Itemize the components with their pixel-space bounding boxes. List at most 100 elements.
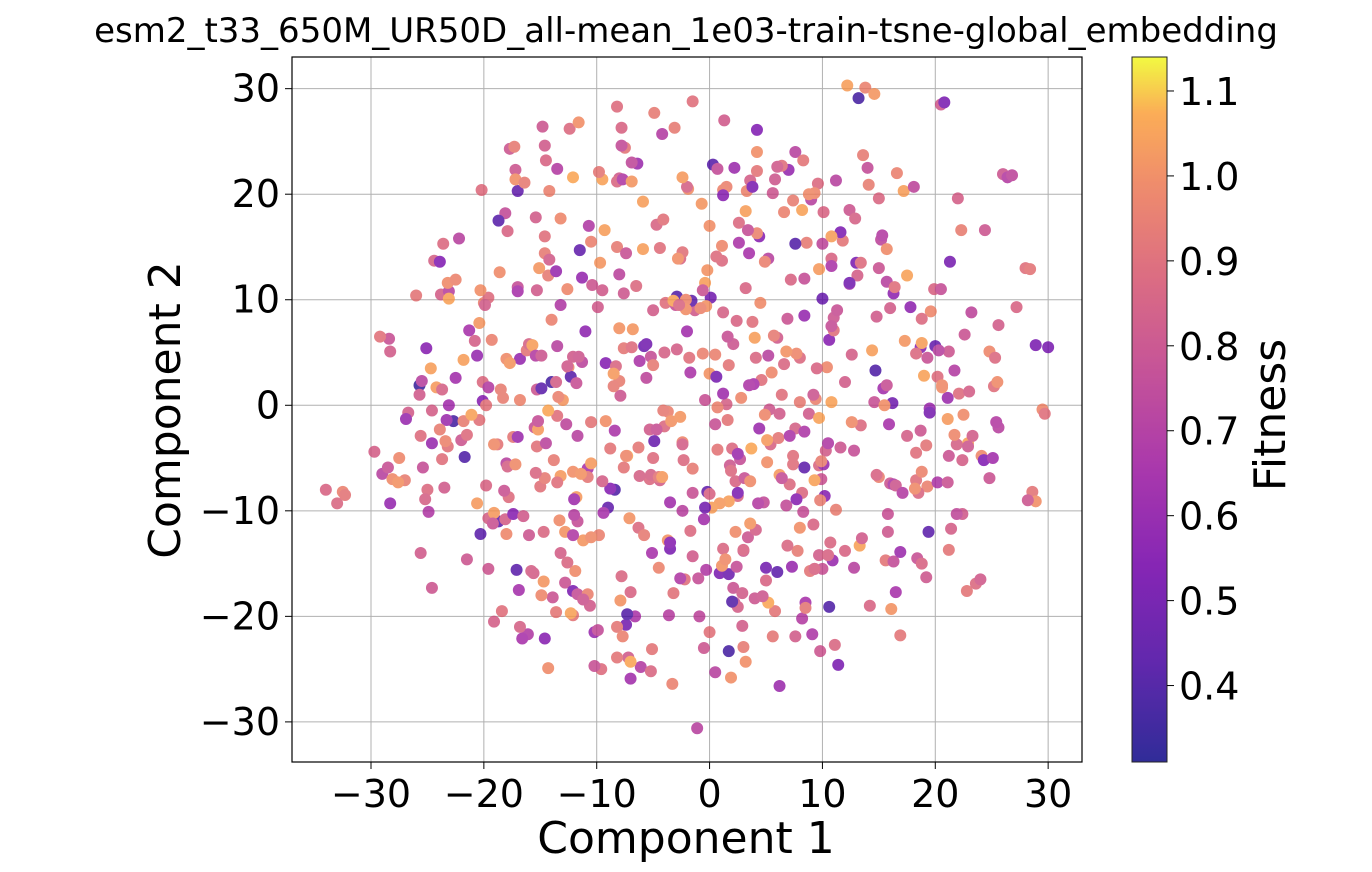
colorbar-tick-label: 1.1 (1179, 70, 1239, 114)
data-point (1021, 494, 1034, 507)
data-point (828, 638, 841, 651)
data-point (507, 507, 520, 520)
data-point (857, 149, 870, 162)
data-point (789, 630, 802, 643)
data-point (741, 531, 754, 544)
data-point (419, 493, 432, 506)
data-point (781, 312, 794, 325)
data-point (766, 630, 779, 643)
data-point (585, 457, 598, 470)
data-point (802, 188, 815, 201)
data-point (729, 475, 742, 488)
data-point (737, 640, 750, 653)
data-point (339, 488, 352, 501)
data-point (613, 268, 626, 281)
data-point (513, 620, 526, 633)
data-point (676, 504, 689, 517)
data-point (551, 340, 564, 353)
data-point (896, 486, 909, 499)
data-point (554, 299, 567, 312)
data-point (798, 425, 811, 438)
data-point (500, 528, 513, 541)
data-point (832, 658, 845, 671)
data-point (922, 525, 935, 538)
data-point (624, 586, 637, 599)
data-point (825, 259, 838, 272)
data-point (948, 364, 961, 377)
data-point (744, 475, 757, 488)
data-point (683, 351, 696, 364)
data-point (773, 407, 786, 420)
data-point (529, 211, 542, 224)
data-point (568, 493, 581, 506)
data-point (813, 411, 826, 424)
data-point (732, 216, 745, 229)
data-point (787, 458, 800, 471)
data-point (789, 145, 802, 158)
data-point (657, 213, 670, 226)
data-point (720, 398, 733, 411)
data-point (881, 525, 894, 538)
data-point (480, 479, 493, 492)
data-point (817, 206, 830, 219)
data-point (674, 410, 687, 423)
data-point (668, 121, 681, 134)
data-point (614, 594, 627, 607)
data-point (564, 607, 577, 620)
data-point (711, 443, 724, 456)
data-point (673, 299, 686, 312)
data-point (735, 391, 748, 404)
data-point (709, 666, 722, 679)
data-point (845, 348, 858, 361)
data-point (813, 263, 826, 276)
data-point (942, 345, 955, 358)
data-point (471, 497, 484, 510)
data-point (681, 325, 693, 338)
data-point (861, 161, 874, 174)
data-point (449, 273, 462, 286)
data-point (551, 409, 564, 422)
data-point (488, 615, 501, 628)
data-point (545, 313, 558, 326)
data-point (425, 404, 438, 417)
data-point (465, 408, 478, 421)
data-point (710, 250, 723, 263)
colorbar-tick-label: 0.5 (1179, 580, 1239, 624)
data-point (992, 319, 1005, 332)
colorbar-tick-label: 0.9 (1179, 240, 1239, 284)
data-point (773, 680, 786, 693)
data-point (731, 447, 744, 460)
data-point (824, 536, 837, 549)
data-point (859, 81, 872, 94)
data-point (806, 628, 819, 641)
data-point (393, 452, 406, 465)
x-tick-label: 20 (911, 772, 959, 816)
data-point (384, 497, 397, 510)
data-point (991, 376, 1004, 389)
data-point (677, 454, 690, 467)
data-point (941, 412, 954, 425)
data-point (884, 302, 897, 315)
data-point (574, 467, 587, 480)
data-point (722, 359, 735, 372)
data-point (495, 605, 508, 618)
data-point (421, 483, 434, 496)
data-point (834, 441, 847, 454)
data-point (536, 120, 549, 133)
data-point (754, 296, 767, 309)
data-point (729, 525, 742, 538)
data-point (399, 412, 412, 425)
data-point (787, 449, 800, 462)
data-point (839, 376, 851, 389)
data-point (647, 304, 660, 317)
data-point (696, 347, 709, 360)
data-point (535, 382, 548, 395)
data-point (758, 255, 771, 268)
data-point (811, 177, 824, 190)
data-point (816, 292, 829, 305)
data-point (616, 630, 629, 643)
data-point (488, 438, 501, 451)
data-point (799, 601, 812, 614)
data-point (772, 431, 785, 444)
data-point (630, 280, 643, 293)
